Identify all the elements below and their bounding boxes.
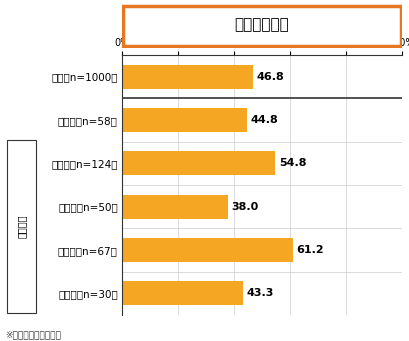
Bar bbox=[122, 238, 293, 262]
Text: 46.8: 46.8 bbox=[256, 72, 284, 81]
FancyBboxPatch shape bbox=[124, 6, 400, 46]
Text: 61.2: 61.2 bbox=[297, 245, 324, 255]
Text: 43.3: 43.3 bbox=[247, 288, 274, 298]
Text: トークの相性: トークの相性 bbox=[235, 18, 290, 33]
Text: 44.8: 44.8 bbox=[251, 115, 279, 125]
Text: 54.8: 54.8 bbox=[279, 158, 306, 168]
Text: 居住地別: 居住地別 bbox=[16, 215, 27, 238]
Text: 38.0: 38.0 bbox=[232, 202, 259, 212]
Bar bbox=[122, 195, 228, 219]
Bar bbox=[122, 65, 253, 89]
Bar bbox=[122, 281, 243, 305]
Bar bbox=[122, 151, 275, 175]
Bar bbox=[122, 108, 247, 132]
FancyBboxPatch shape bbox=[7, 140, 36, 313]
Text: ※居住地別は一部抜粋: ※居住地別は一部抜粋 bbox=[5, 330, 61, 339]
